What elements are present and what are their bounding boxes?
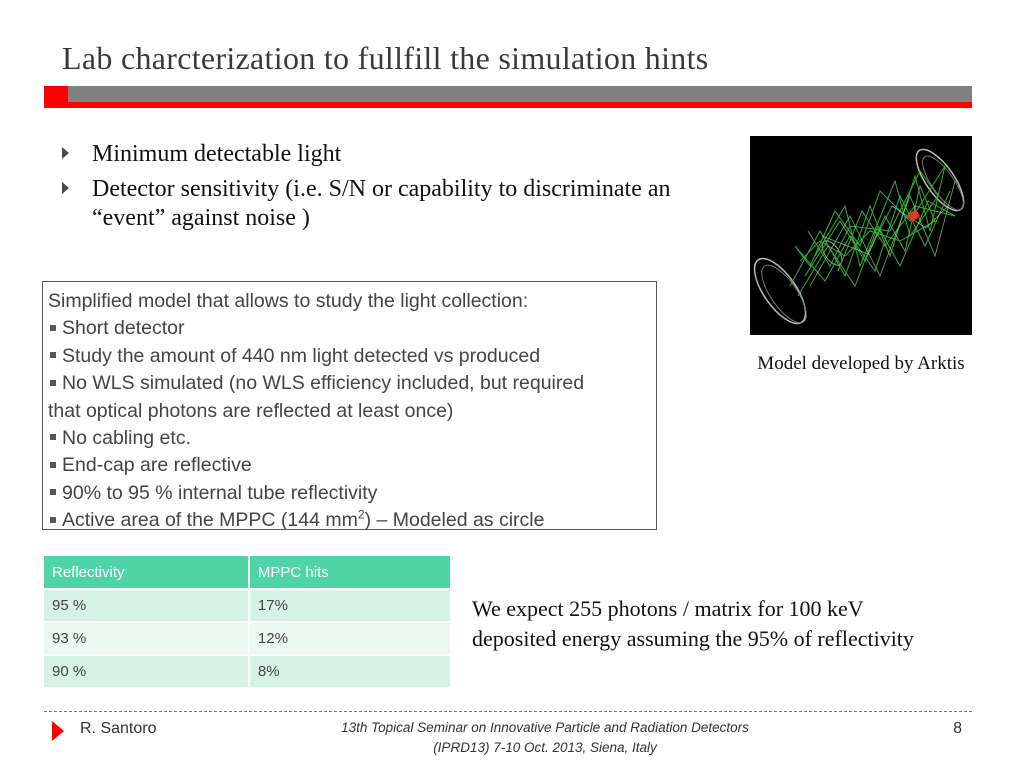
- model-item: Active area of the MPPC (144 mm2) – Mode…: [48, 507, 656, 529]
- simulation-render-image: [750, 136, 972, 335]
- column-header-mppc-hits: MPPC hits: [247, 556, 450, 589]
- footer-divider: [44, 711, 972, 712]
- title-underline-bar: [44, 86, 972, 110]
- model-item: No cabling etc.: [48, 425, 656, 452]
- footer-author: R. Santoro: [80, 720, 157, 737]
- table-cell: 90 %: [44, 654, 249, 687]
- table-cell: 95 %: [44, 588, 249, 622]
- bullet-item: Detector sensitivity (i.e. S/N or capabi…: [62, 175, 682, 233]
- expectation-line: deposited energy assuming the 95% of ref…: [472, 626, 914, 651]
- table-cell: 8%: [247, 654, 450, 687]
- model-heading: Simplified model that allows to study th…: [48, 290, 529, 312]
- bullet-text: Detector sensitivity (i.e. S/N or capabi…: [92, 176, 671, 231]
- expectation-text: We expect 255 photons / matrix for 100 k…: [472, 594, 1012, 654]
- square-bullet-icon: [50, 434, 56, 441]
- image-caption: Model developed by Arktis: [757, 353, 965, 374]
- expectation-line: We expect 255 photons / matrix for 100 k…: [472, 596, 864, 621]
- square-bullet-icon: [50, 461, 56, 468]
- footer-arrow-icon: [52, 721, 64, 741]
- table-cell: 93 %: [44, 621, 249, 655]
- reflectivity-table: Reflectivity MPPC hits 95 % 17% 93 % 12%…: [44, 556, 450, 687]
- table-row: 95 % 17%: [44, 588, 450, 622]
- table-header-row: Reflectivity MPPC hits: [44, 556, 450, 589]
- model-item: Short detector: [48, 315, 656, 342]
- square-bullet-icon: [50, 516, 56, 523]
- model-item: 90% to 95 % internal tube reflectivity: [48, 480, 656, 507]
- table-cell: 12%: [247, 621, 450, 655]
- title-red-block: [44, 86, 68, 108]
- footer-conference-line: 13th Topical Seminar on Innovative Parti…: [341, 720, 749, 735]
- bullet-arrow-icon: [62, 147, 69, 159]
- model-item: Study the amount of 440 nm light detecte…: [48, 343, 656, 370]
- title-grey-band: [68, 86, 972, 102]
- title-red-line: [68, 102, 972, 108]
- bullet-arrow-icon: [62, 182, 69, 194]
- bullet-text: Minimum detectable light: [92, 141, 342, 167]
- page-number: 8: [953, 720, 962, 737]
- model-item: End-cap are reflective: [48, 452, 656, 479]
- model-item: No WLS simulated (no WLS efficiency incl…: [48, 370, 656, 397]
- model-item-continuation: that optical photons are reflected at le…: [48, 399, 454, 422]
- square-bullet-icon: [50, 324, 56, 331]
- footer-conference-line: (IPRD13) 7-10 Oct. 2013, Siena, Italy: [433, 740, 657, 755]
- table-cell: 17%: [247, 588, 450, 622]
- slide-title: Lab charcterization to fullfill the simu…: [62, 40, 709, 76]
- square-bullet-icon: [50, 352, 56, 359]
- table-row: 93 % 12%: [44, 621, 450, 655]
- simplified-model-box: Simplified model that allows to study th…: [42, 281, 657, 530]
- bullet-item: Minimum detectable light: [62, 140, 682, 169]
- column-header-reflectivity: Reflectivity: [44, 556, 249, 589]
- footer-conference: 13th Topical Seminar on Innovative Parti…: [300, 718, 790, 758]
- table-row: 90 % 8%: [44, 654, 450, 687]
- bullet-list: Minimum detectable light Detector sensit…: [62, 140, 682, 239]
- square-bullet-icon: [50, 379, 56, 386]
- photon-tracks-illustration: [753, 148, 965, 325]
- square-bullet-icon: [50, 489, 56, 496]
